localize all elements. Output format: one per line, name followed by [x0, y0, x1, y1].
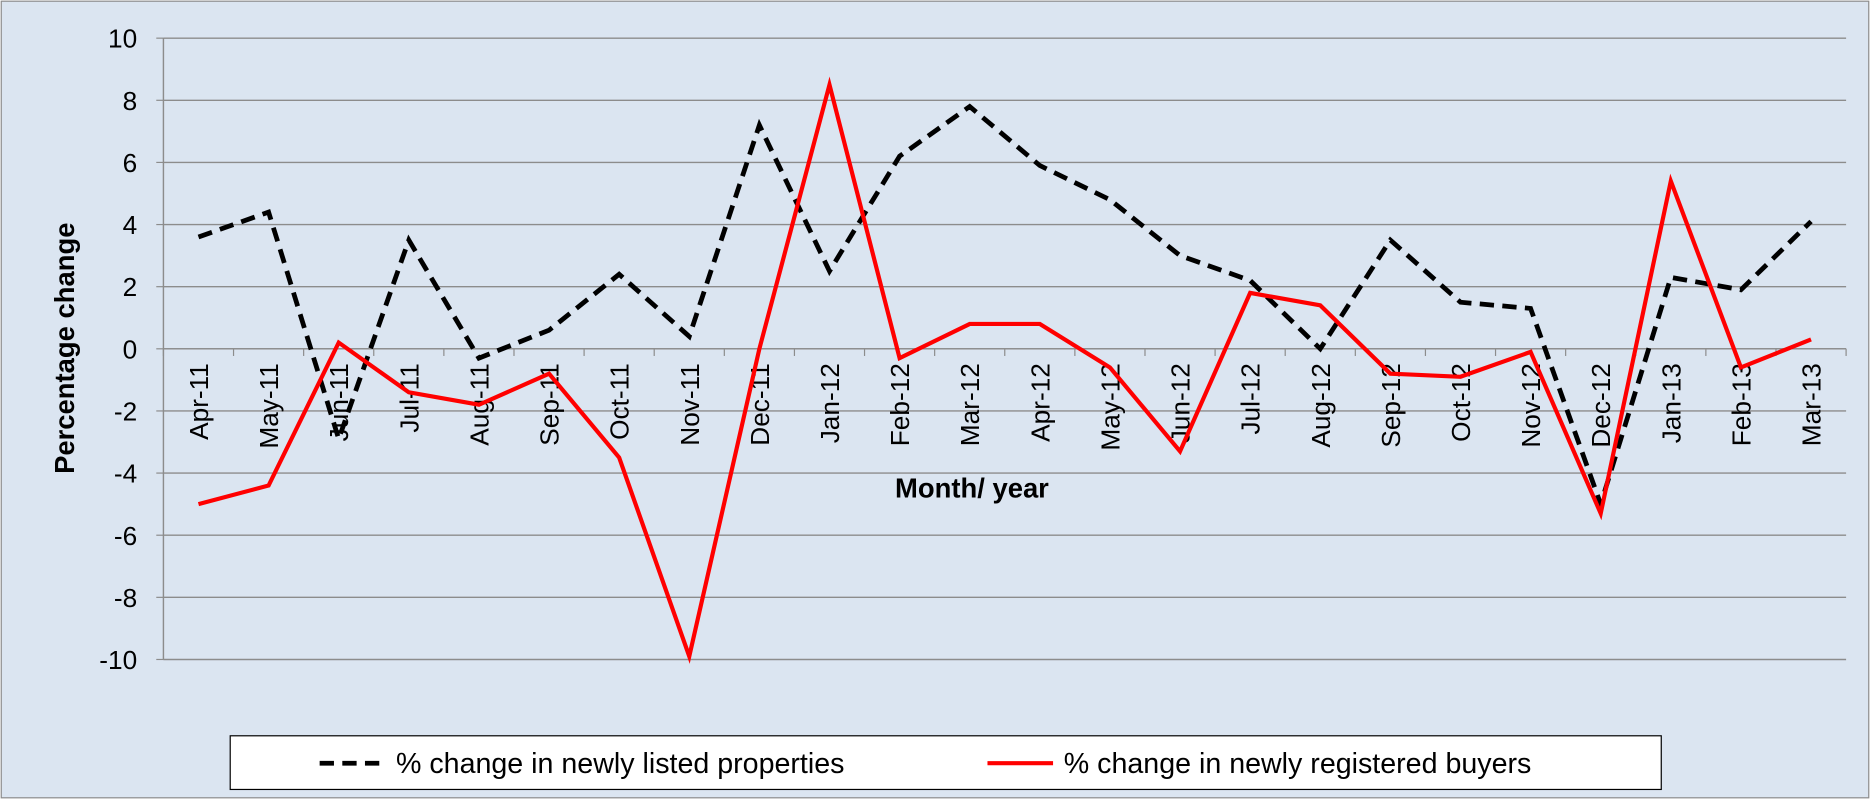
- x-tick-label: Apr-11: [184, 363, 214, 440]
- legend: [229, 735, 1662, 791]
- x-tick-label: Apr-12: [1025, 363, 1055, 442]
- x-tick-label: Nov-11: [675, 363, 705, 446]
- y-tick-label: 10: [108, 24, 137, 54]
- x-tick-label: Mar-12: [955, 363, 985, 446]
- series-line: [197, 76, 1812, 664]
- x-tick-label: Jul-12: [1236, 363, 1266, 434]
- x-tick-label: Sep-12: [1376, 363, 1406, 448]
- x-axis-title: Month/ year: [895, 472, 1049, 503]
- x-tick-label: Feb-12: [885, 363, 915, 446]
- y-tick-label: -10: [99, 645, 137, 675]
- y-axis-title: Percentage change: [49, 223, 80, 474]
- x-tick-label: Aug-12: [1306, 363, 1336, 448]
- y-tick-label: 8: [123, 86, 138, 116]
- y-tick-label: 4: [123, 210, 138, 240]
- x-tick-label: Jul-11: [394, 363, 424, 432]
- y-tick-label: -2: [114, 396, 137, 426]
- x-tick-label: Dec-11: [745, 363, 775, 446]
- x-tick-label: May-12: [1095, 363, 1125, 450]
- x-tick-label: Mar-13: [1797, 363, 1827, 446]
- x-tick-label: Feb-13: [1726, 363, 1756, 446]
- y-tick-label: -4: [114, 459, 137, 489]
- y-tick-label: -8: [114, 583, 137, 613]
- y-tick-label: 0: [123, 334, 138, 364]
- legend-label: % change in newly registered buyers: [1064, 748, 1532, 780]
- x-tick-label: Dec-12: [1586, 363, 1616, 448]
- y-tick-label: 2: [123, 272, 138, 302]
- x-tick-label: Jan-13: [1656, 363, 1686, 443]
- x-tick-label: Jan-12: [815, 363, 845, 443]
- y-tick-label: -6: [114, 521, 137, 551]
- legend-label: % change in newly listed properties: [396, 748, 844, 780]
- x-tick-label: May-11: [254, 363, 284, 448]
- series-line: [197, 103, 1813, 512]
- y-tick-label: 6: [123, 148, 138, 178]
- x-tick-label: Oct-11: [605, 363, 635, 440]
